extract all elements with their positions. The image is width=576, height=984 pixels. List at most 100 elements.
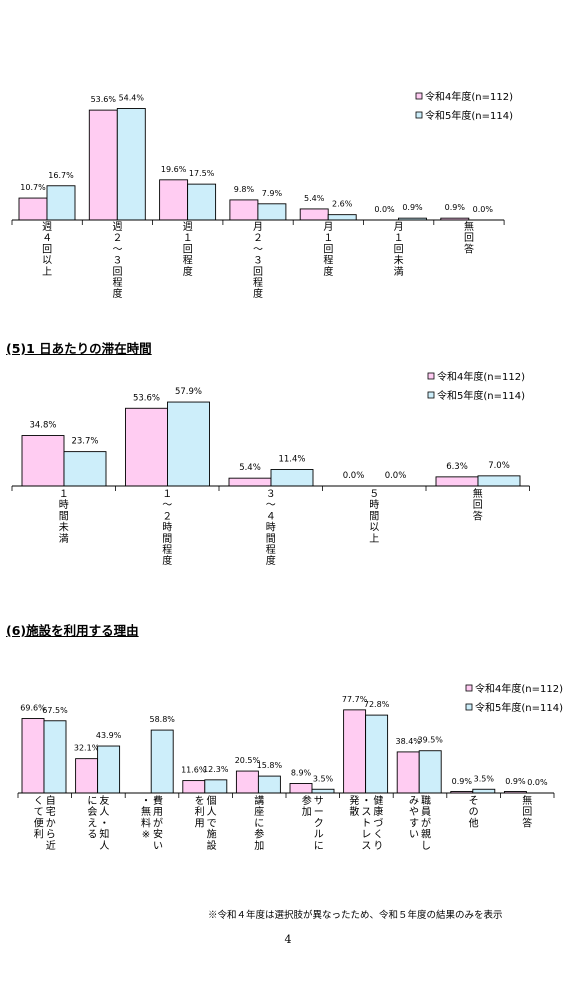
section-title-stay-time: (5)1 日あたりの滞在時間 [6,341,152,356]
category-label-char: 用 [195,818,205,829]
category-label-char: 上 [369,533,379,545]
category-label-char: ３ [266,489,276,500]
frequency-chart: 令和4年度(n=112) 令和5年度(n=114) 10.7% 16.7% 週 ４ 回以上 5… [0,0,576,310]
category-label-char: 利 [34,829,44,841]
bar [88,109,118,221]
bar [257,775,281,794]
data-label: 23.7% [71,437,98,447]
data-label: 43.9% [96,731,122,740]
category-label-char: く [373,830,383,841]
bar [182,780,206,794]
data-label: 9.8% [234,185,255,194]
category-label-char: 人 [99,840,109,852]
category-label-char: １ [394,233,404,244]
category-label-char: 度 [253,287,263,300]
category-label-char: 上 [42,266,52,278]
data-label: 0.9% [445,203,466,212]
data-label: 69.6% [20,704,46,713]
bar [125,407,168,487]
data-label: 0.0% [343,471,365,481]
category-label-char: 員 [421,806,431,818]
bar [257,203,287,221]
legend-swatch [427,391,435,399]
category-label-char: ～ [162,500,172,511]
category-label-char: 程 [253,277,263,289]
category-label-char: 個 [207,794,217,807]
category-label-char: サ [314,795,324,807]
category-label-char: ら [46,829,56,841]
category-label-char: 加 [302,806,312,818]
usage-reason-chart: 令和4年度(n=112) 令和5年度(n=114) 69.6% 67.5% 自宅から近 く… [0,672,576,897]
category-label-char: 未 [394,255,404,267]
data-label: 20.5% [235,756,261,765]
data-label: 19.6% [161,165,187,174]
category-label-char: ３ [253,256,263,267]
bar [75,758,99,794]
stay-time-chart-svg: 令和4年度(n=112)令和5年度(n=114)34.8%23.7%１時間未満5… [11,370,530,567]
category-label-char: 親 [421,828,431,841]
category-label-char: 月 [394,221,404,233]
category-label-char: 参 [254,828,264,841]
bar [435,476,479,487]
category-label-char: て [34,807,44,818]
data-label: 6.3% [446,462,468,472]
data-label: 39.5% [417,736,443,745]
data-label: 3.5% [313,774,334,783]
category-label-char: 参 [302,794,312,807]
data-label: 5.4% [239,463,261,473]
bar [477,475,521,487]
bar [159,179,189,221]
bar [204,779,228,794]
category-label-char: ～ [266,500,276,511]
bar [472,788,496,794]
data-label: 0.9% [452,777,473,786]
bar [21,435,65,487]
category-label-char: ク [314,817,324,829]
legend-swatch [465,684,473,692]
category-label-char: 度 [183,265,193,278]
category-label-char: ４ [266,511,276,522]
category-label-char: 未 [59,522,69,534]
bar [289,783,313,794]
category-label-char: 時 [162,522,172,534]
category-label-char: で [207,818,217,829]
category-label-char: 回 [42,243,52,255]
category-label-char: 月 [323,221,333,233]
category-label-char: 時 [59,499,69,511]
category-label-char: し [421,840,431,852]
category-label-char: に [87,795,97,807]
data-label: 53.6% [91,95,117,104]
category-label-char: 近 [46,839,56,852]
category-label-char: 回 [323,243,333,255]
category-label-char: 間 [266,533,276,545]
category-label-char: １ [323,233,333,244]
category-label-char: ５ [369,489,379,500]
data-label: 53.6% [133,393,160,403]
category-label-char: が [153,816,163,829]
category-label-char: 料 [141,816,151,829]
bar [150,729,174,794]
category-label-char: 月 [253,221,263,233]
category-label-char: １ [59,489,69,500]
category-label-char: に [314,840,324,852]
category-label-char: 以 [369,523,379,534]
category-label-char: 度 [162,554,172,567]
category-label-char: ～ [253,244,263,255]
category-label-char: 時 [266,522,276,534]
category-label-char: ス [361,841,371,852]
category-label-char: 以 [42,256,52,267]
category-label-char: 人 [99,806,109,818]
category-label-char: 度 [266,554,276,567]
category-label-char: そ [469,795,479,807]
category-label-char: 安 [153,828,163,841]
category-label-char: 間 [59,510,69,522]
category-label-char: 週 [42,221,52,233]
page-number: 4 [284,933,292,946]
category-label-char: や [409,806,419,818]
category-label-char: す [409,817,419,829]
category-label-char: ～ [112,244,122,255]
legend-label: 令和4年度(n=112) [475,682,563,695]
category-label-char: 回 [473,499,483,511]
data-label: 7.9% [262,189,283,198]
bar [418,750,442,794]
